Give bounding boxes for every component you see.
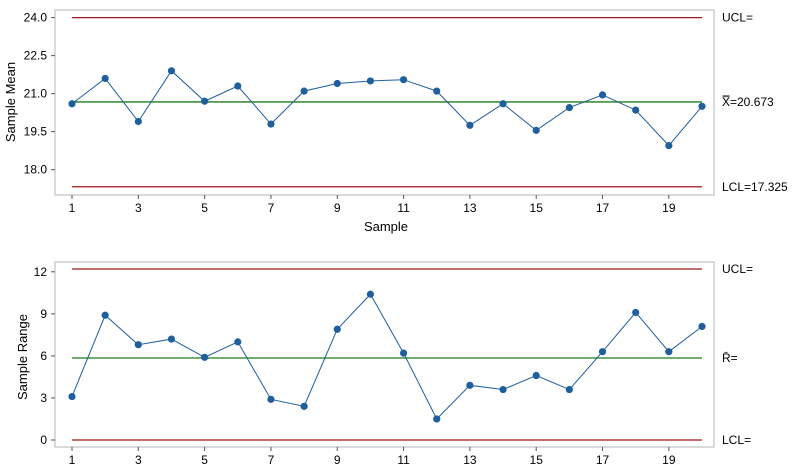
- range-y-axis-title: Sample Range: [15, 314, 30, 400]
- xbar-lcl-label: LCL=17.325: [722, 180, 788, 194]
- range-data-point: [665, 348, 673, 356]
- xbar-data-point: [167, 67, 176, 75]
- range-data-point: [532, 371, 540, 380]
- range-data-point: [399, 349, 408, 357]
- xbar-data-point: [632, 106, 640, 114]
- xbar-chart: 24.022.521.019.518.0 1 3 5 7 9 11 13 15 17 19 UCL…: [3, 9, 788, 234]
- range-data-point: [632, 308, 640, 317]
- xbar-data-point: [698, 102, 706, 110]
- range-data-point: [433, 415, 441, 423]
- range-x-tick-label: 1: [69, 453, 76, 467]
- range-data-point: [598, 348, 607, 356]
- range-ucl-label: UCL=: [722, 262, 753, 276]
- xbar-data-point: [532, 126, 540, 134]
- range-x-tick-label: 15: [530, 453, 544, 467]
- range-data-point: [466, 381, 474, 389]
- xbar-y-tick-label: 24.0: [24, 11, 48, 25]
- xbar-data-point: [399, 76, 408, 84]
- range-data-point: [565, 385, 573, 394]
- xbar-y-axis-title: Sample Mean: [3, 62, 18, 142]
- xbar-data-point: [499, 100, 507, 108]
- xbar-data-point: [234, 82, 242, 90]
- xbar-x-tick-label: 19: [662, 201, 676, 215]
- range-plot-frame: [54, 261, 715, 448]
- xbar-x-tick-label: 7: [268, 201, 275, 215]
- range-data-point: [68, 392, 76, 401]
- range-y-tick-label: 3: [40, 391, 47, 405]
- xbar-x-tick-label: 3: [135, 201, 142, 215]
- range-x-tick-label: 3: [135, 453, 142, 467]
- range-data-point: [333, 325, 341, 333]
- xbar-center-label: X̿=20.673: [722, 94, 774, 109]
- xbar-x-axis-title: Sample: [364, 219, 408, 234]
- xbar-data-point: [366, 77, 375, 85]
- xbar-data-point: [466, 121, 474, 129]
- xbar-plot-frame: [54, 9, 715, 196]
- xbar-y-tick-label: 21.0: [24, 87, 48, 101]
- range-lcl-label: LCL=: [722, 433, 751, 447]
- range-x-tick-label: 9: [334, 453, 341, 467]
- xbar-y-tick-label: 19.5: [24, 125, 48, 139]
- xbar-data-point: [665, 141, 673, 150]
- xbar-ucl-label: UCL=: [722, 11, 753, 25]
- range-data-point: [267, 395, 275, 403]
- xbar-x-tick-label: 11: [397, 201, 410, 215]
- range-data-point: [698, 322, 706, 331]
- xbar-data-point: [433, 87, 441, 95]
- range-x-tick-label: 17: [596, 453, 610, 467]
- xbar-y-tick-label: 22.5: [24, 49, 48, 63]
- range-center-label: R̄=: [722, 351, 738, 365]
- range-y-axis: 12 9 6 3 0: [34, 265, 55, 447]
- xbar-data-point: [134, 117, 142, 126]
- xbar-x-axis: 1 3 5 7 9 11 13 15 17 19: [69, 195, 676, 215]
- xbar-data-point: [101, 74, 109, 83]
- range-x-axis: 1 3 5 7 9 11 13 15 17 19: [69, 447, 676, 467]
- range-data-point: [201, 353, 209, 361]
- range-data-point: [366, 290, 375, 298]
- xbar-y-tick-label: 18.0: [24, 163, 48, 177]
- range-data-point: [134, 341, 142, 349]
- range-y-tick-label: 6: [40, 349, 47, 363]
- range-data-point: [167, 335, 176, 343]
- xbar-series-points: [68, 67, 706, 150]
- xbar-x-tick-label: 17: [596, 201, 610, 215]
- range-y-tick-label: 12: [34, 265, 48, 279]
- xbar-data-point: [68, 100, 76, 108]
- xbar-x-tick-label: 5: [201, 201, 208, 215]
- xbar-data-point: [300, 87, 308, 95]
- xbar-x-tick-label: 9: [334, 201, 341, 215]
- range-x-tick-label: 5: [201, 453, 208, 467]
- range-series-line: [71, 293, 703, 420]
- xbar-data-point: [201, 97, 209, 105]
- xbar-data-point: [333, 79, 341, 88]
- xbar-series-line: [71, 70, 703, 147]
- xbar-x-tick-label: 15: [530, 201, 544, 215]
- range-data-point: [101, 311, 109, 319]
- xbar-data-point: [598, 91, 607, 99]
- xbar-data-point: [565, 103, 573, 112]
- range-x-tick-label: 7: [268, 453, 275, 467]
- range-y-tick-label: 0: [40, 433, 47, 447]
- xbar-data-point: [267, 120, 275, 128]
- range-data-point: [499, 385, 507, 394]
- xbar-x-tick-label: 1: [69, 201, 76, 215]
- range-data-point: [234, 338, 242, 346]
- range-x-tick-label: 11: [397, 453, 410, 467]
- xbar-x-tick-label: 13: [463, 201, 477, 215]
- range-x-tick-label: 13: [463, 453, 477, 467]
- range-x-tick-label: 19: [662, 453, 676, 467]
- range-y-tick-label: 9: [40, 307, 47, 321]
- xbar-y-axis: 24.0 22.5 21.0 19.5 18.0: [24, 11, 55, 177]
- range-series-points: [68, 290, 706, 423]
- range-data-point: [300, 402, 308, 410]
